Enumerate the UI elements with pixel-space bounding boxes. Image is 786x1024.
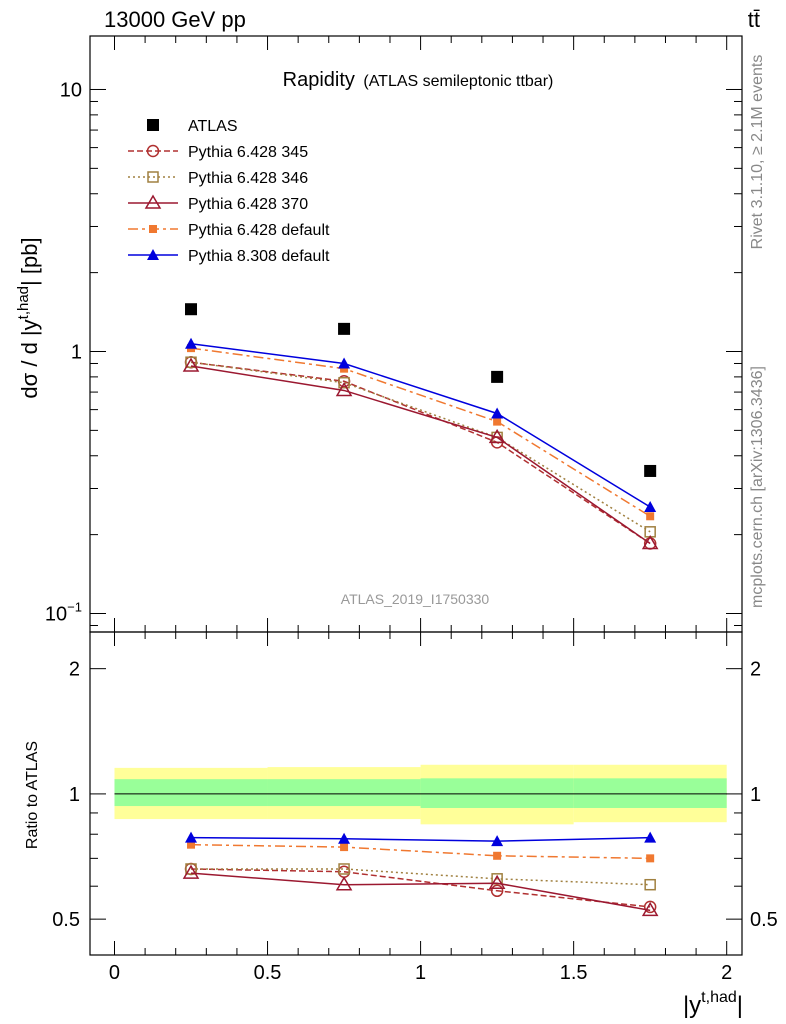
main-line-pythia-6-428-346 (190, 361, 651, 533)
legend-marker-pythia-6-428-345 (146, 144, 160, 158)
ratio-x-tick-label: 1 (415, 962, 426, 984)
ratio-line-pythia-6-428-345 (191, 868, 651, 908)
ratio-point-pythia-6-428-370 (641, 901, 659, 917)
main-point-pythia-8-308-default (185, 337, 198, 349)
ratio-line-pythia-6-428-default (191, 843, 651, 860)
legend-label-pythia-6-428-370: Pythia 6.428 370 (188, 196, 308, 213)
main-point-atlas (644, 464, 657, 477)
ratio-band-inner (573, 778, 727, 808)
legend-label-pythia-6-428-346: Pythia 6.428 346 (188, 170, 308, 187)
legend-marker-atlas (147, 119, 159, 131)
main-line-pythia-6-428-370 (190, 365, 651, 545)
main-point-atlas (185, 303, 198, 316)
ratio-point-pythia-6-428-346 (338, 863, 350, 875)
main-point-pythia-6-428-default (646, 512, 655, 521)
ratio-x-tick-label: 2 (721, 962, 732, 984)
ratio-y-tick-label-right: 0.5 (750, 909, 778, 931)
ratio-point-pythia-6-428-default (340, 843, 349, 852)
main-point-pythia-6-428-370 (641, 535, 659, 550)
ratio-line-pythia-6-428-370 (190, 872, 651, 912)
ratio-point-pythia-6-428-default (493, 851, 502, 860)
main-point-atlas (338, 322, 351, 335)
header-channel-label: tt̄ (748, 7, 760, 32)
legend-label-atlas: ATLAS (188, 118, 238, 135)
main-line-pythia-6-428-345 (190, 361, 651, 545)
ratio-y-tick-label-right: 2 (750, 659, 761, 681)
ratio-line-pythia-6-428-346 (191, 868, 651, 886)
legend-marker-pythia-6-428-346 (147, 171, 159, 183)
ratio-line-pythia-8-308-default (191, 836, 651, 842)
chart-watermark: ATLAS_2019_I1750330 (341, 591, 490, 607)
chart-legend: ATLAS Pythia 6.428 345 Pythia 6.428 346 Pyt… (128, 118, 330, 265)
ratio-point-pythia-6-428-370 (488, 874, 506, 889)
ratio-point-pythia-8-308-default (338, 832, 351, 844)
ratio-y-tick-label-left: 0.5 (52, 909, 80, 931)
ratio-point-pythia-6-428-default (187, 840, 196, 849)
ratio-panel: 0.5 0.5 1 1 2 2 0 0.5 1 1.5 2 Ratio to ATLAS |yt,h… (24, 631, 778, 1019)
ratio-x-axis-label-tail: | (737, 992, 743, 1019)
ratio-plot-area: 0.5 0.5 1 1 2 2 0 0.5 1 1.5 2 (52, 631, 778, 984)
ratio-point-pythia-6-428-370 (335, 876, 353, 891)
main-point-pythia-6-428-346 (185, 356, 197, 368)
main-point-pythia-6-428-370 (335, 381, 353, 397)
ratio-band-inner (420, 778, 574, 808)
rivet-version-label: Rivet 3.1.10, ≥ 2.1M events (749, 55, 766, 250)
ratio-x-tick-label: 0 (109, 962, 120, 984)
legend-marker-pythia-6-428-default (149, 225, 157, 233)
ratio-x-axis-label-main: |y (683, 992, 701, 1019)
ratio-band-inner (114, 779, 268, 807)
legend-label-pythia-6-428-default: Pythia 6.428 default (188, 222, 330, 239)
main-point-pythia-6-428-370 (488, 428, 506, 444)
main-point-pythia-8-308-default (491, 407, 504, 419)
main-y-tick-label: 10−1 (45, 600, 82, 626)
main-point-pythia-6-428-370 (182, 357, 200, 372)
main-line-pythia-8-308-default (190, 343, 651, 508)
main-y-axis-label: dσ / d |yt,had| [pb] (15, 237, 42, 398)
ratio-point-pythia-8-308-default (644, 831, 657, 843)
legend-label-pythia-8-308-default: Pythia 8.308 default (188, 248, 330, 265)
main-y-axis-label-sup: t,had (15, 286, 32, 319)
main-y-axis-label-tail: | [pb] (17, 237, 42, 286)
main-point-pythia-8-308-default (338, 357, 351, 369)
ratio-point-pythia-8-308-default (491, 835, 504, 847)
mcplots-reference-label: mcplots.cern.ch [arXiv:1306.3436] (749, 366, 766, 608)
ratio-point-pythia-6-428-345 (643, 900, 657, 914)
ratio-x-axis-label: |yt,had| (683, 989, 743, 1019)
chart-title-main: Rapidity (283, 69, 355, 91)
main-point-pythia-8-308-default (644, 500, 657, 512)
main-point-pythia-6-428-default (340, 364, 349, 373)
main-panel: 10 1 10−1 Rapidity (ATLAS semileptonic ttb… (15, 35, 743, 633)
ratio-y-axis-label: Ratio to ATLAS (24, 741, 41, 849)
main-point-atlas (491, 370, 504, 383)
ratio-point-pythia-6-428-370 (182, 864, 200, 879)
main-plot-area: 10 1 10−1 (45, 35, 743, 633)
ratio-x-tick-label: 0.5 (254, 962, 282, 984)
ratio-point-pythia-6-428-default (646, 854, 655, 863)
ratio-x-tick-label: 1.5 (560, 962, 588, 984)
ratio-point-pythia-6-428-346 (644, 878, 656, 891)
main-point-pythia-6-428-default (493, 417, 502, 426)
legend-marker-pythia-8-308-default (147, 249, 159, 260)
main-y-tick-label: 10 (60, 79, 82, 101)
ratio-y-tick-label-left: 1 (69, 784, 80, 806)
ratio-point-pythia-8-308-default (185, 831, 198, 843)
ratio-point-pythia-6-428-346 (185, 863, 197, 875)
header-process-label: 13000 GeV pp (104, 7, 246, 32)
main-line-pythia-6-428-default (190, 347, 651, 517)
ratio-point-pythia-6-428-345 (490, 884, 504, 898)
legend-label-pythia-6-428-345: Pythia 6.428 345 (188, 144, 308, 161)
ratio-y-tick-label-left: 2 (69, 659, 80, 681)
ratio-x-axis-label-sup: t,had (701, 989, 737, 1006)
ratio-band-inner (267, 779, 421, 807)
main-y-tick-label: 1 (71, 341, 82, 363)
main-point-pythia-6-428-346 (338, 376, 350, 389)
main-y-axis-label-main: dσ / d |y (17, 319, 42, 398)
ratio-y-tick-label-right: 1 (750, 784, 761, 806)
chart-title: Rapidity (ATLAS semileptonic ttbar) (283, 69, 554, 91)
chart-subtitle: (ATLAS semileptonic ttbar) (363, 73, 553, 90)
legend-marker-pythia-6-428-370 (144, 194, 162, 209)
